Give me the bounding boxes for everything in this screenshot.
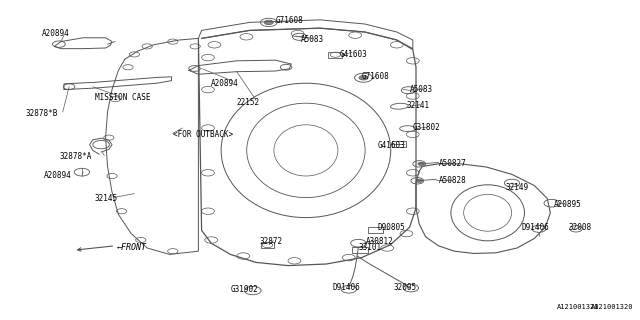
Bar — [352, 247, 368, 253]
Bar — [368, 227, 383, 233]
Text: 32145: 32145 — [95, 194, 118, 203]
Circle shape — [418, 162, 424, 165]
Text: A121001320: A121001320 — [557, 304, 599, 310]
Text: 32149: 32149 — [506, 183, 529, 192]
Circle shape — [264, 20, 273, 25]
Text: A5083: A5083 — [301, 36, 324, 44]
Text: D91406: D91406 — [522, 223, 549, 232]
Bar — [328, 52, 342, 58]
Text: A121001320: A121001320 — [591, 304, 634, 310]
Text: D90805: D90805 — [378, 223, 405, 232]
Text: G41603: G41603 — [378, 141, 405, 150]
Text: 33101: 33101 — [358, 244, 381, 252]
Text: G71608: G71608 — [275, 16, 303, 25]
Text: 22152: 22152 — [237, 98, 260, 107]
Text: 32872: 32872 — [259, 237, 282, 246]
Bar — [392, 141, 406, 147]
Text: A20895: A20895 — [554, 200, 581, 209]
Circle shape — [359, 76, 368, 80]
Text: D91406: D91406 — [333, 284, 360, 292]
Text: A30812: A30812 — [366, 237, 394, 246]
Circle shape — [416, 179, 422, 182]
Bar — [261, 242, 274, 248]
Text: A20894: A20894 — [42, 29, 69, 38]
Text: G41603: G41603 — [339, 50, 367, 59]
Text: A5083: A5083 — [410, 85, 433, 94]
Text: A50828: A50828 — [438, 176, 466, 185]
Text: MISSION CASE: MISSION CASE — [95, 93, 150, 102]
Text: A50827: A50827 — [438, 159, 466, 168]
Text: ←FRONT: ←FRONT — [116, 243, 147, 252]
Text: <FOR OUTBACK>: <FOR OUTBACK> — [173, 130, 233, 139]
Text: 32878*A: 32878*A — [60, 152, 92, 161]
Text: G31902: G31902 — [230, 285, 258, 294]
Text: A20894: A20894 — [44, 172, 71, 180]
Text: A20894: A20894 — [211, 79, 239, 88]
Text: G71608: G71608 — [362, 72, 389, 81]
Text: G31802: G31802 — [413, 124, 440, 132]
Text: 32005: 32005 — [394, 284, 417, 292]
Text: 32878*B: 32878*B — [26, 109, 58, 118]
Text: 32008: 32008 — [568, 223, 591, 232]
Text: 32141: 32141 — [406, 101, 429, 110]
